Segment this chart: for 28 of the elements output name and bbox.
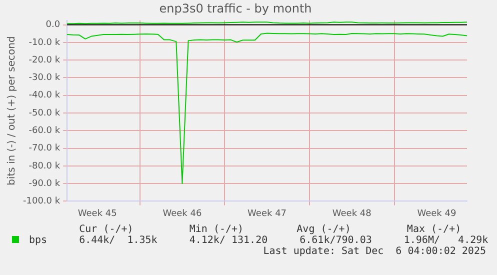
y-tick-label: -100.0 k (22, 196, 61, 207)
y-tick-label: -60.0 k (28, 126, 61, 136)
x-tick-label: Week 45 (78, 208, 117, 219)
text: Min (-/+) (188, 224, 245, 235)
y-tick-label: -40.0 k (28, 90, 61, 101)
text: 4.12k/ 131.20 (188, 235, 269, 246)
y-tick-label: -90.0 k (28, 178, 61, 189)
text: Last update: Sat Dec 6 04:00:02 2025 (262, 246, 487, 257)
chart-title: enp3s0 traffic - by month (159, 1, 312, 16)
text: Avg (-/+) (296, 224, 352, 235)
legend-label: bps (29, 235, 48, 246)
text: 6.61k/790.03 (298, 235, 373, 246)
y-tick-label: -80.0 k (28, 161, 61, 172)
y-tick-label: -20.0 k (28, 55, 61, 66)
x-tick-label: Week 49 (417, 208, 456, 219)
y-axis-title: bits in (-) / out (+) per second (6, 36, 18, 186)
y-tick-label: -10.0 k (28, 38, 61, 48)
y-tick-label: 0.0 (46, 20, 60, 30)
text: Cur (-/+) (78, 224, 134, 235)
x-tick-label: Week 48 (332, 208, 372, 219)
text: 1.96M/ 4.29k (402, 235, 490, 246)
text: Max (-/+) (406, 224, 462, 235)
x-tick-label: Week 47 (248, 208, 287, 219)
y-tick-label: -50.0 k (28, 108, 61, 118)
y-tick-label: -70.0 k (28, 144, 61, 154)
x-tick-label: Week 46 (162, 208, 202, 219)
text: 6.44k/ 1.35k (78, 235, 158, 246)
y-tick-label: -30.0 k (28, 73, 61, 84)
